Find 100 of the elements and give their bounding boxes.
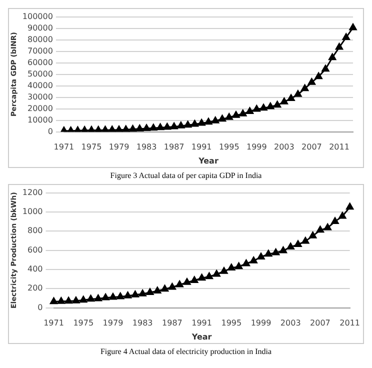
point — [228, 264, 236, 271]
point — [220, 267, 228, 274]
point — [190, 120, 198, 127]
point — [131, 290, 139, 298]
point — [235, 262, 243, 270]
point — [177, 122, 185, 128]
x-tick-label: 1995 — [218, 142, 240, 152]
point — [242, 259, 250, 266]
point — [331, 217, 339, 224]
point — [204, 118, 212, 125]
point — [264, 250, 272, 257]
point — [146, 288, 154, 295]
point — [154, 286, 162, 294]
point — [279, 246, 287, 254]
x-tick-label: 1991 — [192, 318, 212, 328]
point — [86, 294, 95, 302]
x-axis-title: Year — [198, 156, 218, 166]
x-tick-label: 1971 — [54, 142, 74, 152]
x-tick-label: 2011 — [329, 142, 350, 152]
point — [342, 33, 350, 40]
point — [109, 293, 117, 300]
x-tick-label: 1995 — [221, 318, 242, 328]
point — [335, 43, 344, 50]
point — [161, 284, 169, 292]
x-tick-label: 1983 — [132, 318, 153, 328]
point — [168, 282, 176, 290]
point — [338, 212, 346, 219]
y-tick-label: 10000 — [27, 115, 53, 124]
x-tick-label: 1975 — [73, 318, 94, 328]
point — [260, 104, 268, 111]
point — [328, 53, 336, 60]
point — [101, 126, 110, 132]
point — [346, 202, 354, 210]
y-tick-label: 90000 — [27, 23, 53, 32]
point — [142, 124, 150, 131]
y-tick-label: 1200 — [22, 188, 43, 197]
point — [225, 113, 233, 120]
x-tick-label: 2007 — [310, 318, 330, 328]
y-tick-label: 40000 — [27, 80, 53, 90]
point — [122, 125, 130, 132]
y-tick-label: 100000 — [22, 12, 53, 21]
x-tick-label: 1971 — [44, 318, 64, 328]
caption: Figure 4 Actual data of electricity production in India — [99, 347, 273, 356]
point — [239, 110, 247, 116]
point — [170, 122, 178, 130]
x-tick-label: 2003 — [274, 142, 294, 152]
point — [266, 102, 274, 110]
point — [302, 236, 310, 244]
point — [184, 120, 192, 128]
point — [274, 100, 282, 108]
point — [108, 126, 116, 132]
point — [116, 292, 124, 300]
point — [232, 111, 240, 118]
y-tick-label: 800 — [27, 226, 43, 236]
y-tick-label: 0 — [38, 302, 43, 312]
point — [136, 124, 144, 132]
point — [257, 252, 265, 260]
caption: Figure 3 Actual data of per capita GDP in India — [109, 171, 263, 180]
y-tick-label: 200 — [27, 284, 43, 293]
point — [72, 296, 80, 304]
y-tick-label: 20000 — [27, 104, 53, 113]
x-tick-label: 1999 — [246, 142, 267, 152]
point — [308, 78, 316, 85]
x-tick-label: 2011 — [340, 318, 360, 328]
y-tick-label: 1000 — [22, 207, 43, 216]
point — [246, 107, 254, 114]
point — [250, 256, 258, 264]
y-tick-label: 0 — [48, 126, 53, 136]
point — [212, 116, 220, 124]
point — [138, 290, 146, 296]
y-tick-label: 400 — [27, 264, 43, 274]
point — [309, 232, 317, 238]
x-tick-label: 1975 — [81, 142, 102, 152]
point — [218, 114, 226, 122]
point — [183, 278, 191, 285]
x-tick-label: 1987 — [162, 318, 182, 328]
point — [80, 296, 88, 303]
point — [316, 226, 324, 233]
x-tick-label: 1983 — [136, 142, 157, 152]
point — [294, 240, 302, 248]
point — [64, 296, 72, 304]
x-axis-title: Year — [190, 332, 212, 342]
point — [322, 64, 330, 72]
point — [190, 276, 198, 283]
point — [176, 280, 184, 288]
point — [128, 125, 137, 132]
x-tick-label: 1979 — [102, 318, 124, 328]
point — [102, 293, 110, 300]
point — [163, 122, 171, 130]
x-tick-label: 1987 — [164, 142, 184, 152]
point — [205, 272, 213, 280]
point — [272, 248, 280, 256]
point — [50, 297, 58, 304]
x-tick-label: 2007 — [302, 142, 322, 152]
point — [57, 297, 65, 304]
point — [286, 242, 294, 250]
point — [280, 98, 288, 104]
y-tick-label: 70000 — [27, 46, 53, 56]
point — [314, 72, 322, 80]
point — [156, 123, 164, 130]
